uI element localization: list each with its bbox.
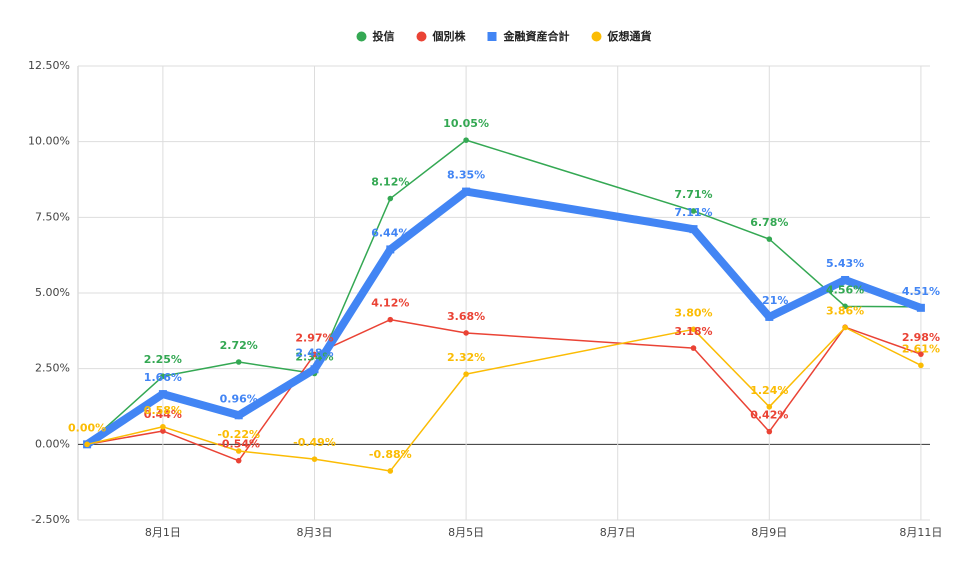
data-label: 3.80% (674, 306, 712, 319)
series-line (86, 326, 922, 472)
point (463, 330, 469, 336)
point (463, 371, 469, 377)
legend-marker (487, 32, 497, 41)
point (310, 365, 319, 374)
x-tick-label: 8月11日 (899, 526, 942, 539)
point (386, 245, 395, 254)
point (841, 275, 850, 284)
data-label: 0.96% (220, 392, 258, 405)
point (160, 428, 166, 434)
x-tick-label: 8月9日 (751, 526, 787, 539)
point (387, 195, 394, 202)
data-label: 7.71% (674, 188, 712, 201)
data-label: 8.12% (371, 176, 409, 189)
data-label: -0.49% (293, 436, 336, 449)
y-tick-label: 7.50% (35, 210, 70, 223)
point (387, 468, 394, 474)
data-label: 6.44% (371, 226, 409, 239)
legend-label: 投信 (373, 29, 395, 43)
data-label: 6.78% (750, 216, 788, 229)
y-tick-label: -2.50% (31, 513, 70, 526)
data-label: -0.54% (217, 438, 260, 451)
point (158, 390, 167, 399)
data-label: 1.24% (750, 384, 788, 397)
series-line (86, 318, 922, 462)
point (235, 359, 242, 365)
point (463, 137, 469, 143)
point (311, 351, 318, 358)
y-tick-label: 5.00% (35, 286, 70, 299)
data-label: 0.44% (144, 408, 182, 421)
point (311, 456, 318, 462)
series-line (84, 187, 923, 448)
legend-marker (356, 31, 367, 42)
data-label: 1.66% (144, 371, 182, 384)
y-tick-label: 12.50% (28, 59, 70, 72)
data-label: 0.42% (750, 409, 788, 422)
data-label: 0.00% (68, 421, 106, 434)
point (387, 316, 394, 323)
data-label: 8.35% (447, 169, 485, 182)
data-label: 3.68% (447, 310, 485, 323)
data-label: 4.12% (371, 297, 409, 310)
legend-label: 仮想通貨 (607, 29, 652, 43)
data-label: 7.11% (674, 206, 712, 219)
series-line (86, 139, 921, 445)
y-tick-label: 10.00% (28, 135, 70, 148)
point (160, 373, 166, 380)
data-label: -0.22% (217, 428, 260, 441)
data-label: 2.25% (144, 353, 182, 366)
legend-label: 個別株 (432, 29, 467, 43)
legend: 投信 個別株 金融資産合計 仮想通貨 (356, 29, 652, 43)
data-label: 4.21% (750, 294, 788, 307)
point (690, 208, 697, 214)
point (84, 441, 90, 448)
legend-marker (416, 31, 427, 42)
point (690, 326, 697, 333)
x-tick-label: 8月7日 (600, 526, 636, 539)
x-tick-label: 8月3日 (296, 526, 332, 539)
point (462, 187, 471, 196)
data-label: 2.32% (447, 351, 485, 364)
data-label: 4.51% (902, 285, 940, 298)
point (160, 423, 166, 430)
point (842, 303, 848, 310)
point (842, 324, 848, 331)
data-label: 2.72% (220, 339, 258, 352)
point (766, 428, 773, 435)
point (234, 411, 243, 420)
y-tick-label: 2.50% (35, 362, 70, 375)
point (690, 345, 697, 351)
data-label: 2.98% (902, 331, 940, 344)
point (916, 303, 925, 312)
data-label: 5.43% (826, 257, 864, 270)
legend-label: 金融資産合計 (503, 29, 570, 43)
data-label: 3.86% (826, 305, 864, 318)
point (766, 236, 773, 242)
data-label: 0.58% (144, 404, 182, 417)
data-label: 10.05% (443, 117, 489, 130)
data-label: 2.97% (295, 331, 333, 344)
data-label: 2.48% (295, 346, 333, 359)
x-tick-label: 8月5日 (448, 526, 484, 539)
data-label: 4.56% (826, 283, 864, 296)
data-label: 2.61% (902, 342, 940, 355)
point (918, 351, 924, 357)
data-label: 3.18% (674, 325, 712, 338)
point (689, 225, 698, 234)
point (235, 448, 242, 454)
y-tick-label: 0.00% (35, 437, 70, 450)
legend-marker (591, 31, 602, 42)
point (235, 457, 242, 464)
point (766, 404, 773, 410)
data-label: 2.34% (295, 351, 333, 364)
x-tick-label: 8月1日 (145, 526, 181, 539)
data-label: -0.88% (369, 448, 412, 461)
point (765, 312, 774, 321)
point (918, 362, 924, 369)
